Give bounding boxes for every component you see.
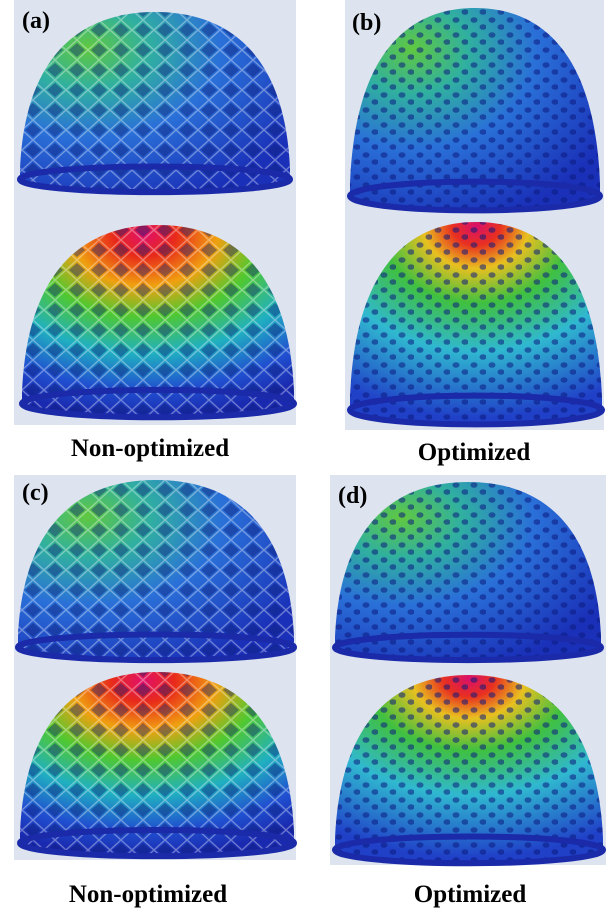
figure: (a) (b) (c) (d) Non-optimized Optimized …	[0, 0, 614, 908]
panel-label: (b)	[352, 10, 381, 36]
panel-label: (c)	[22, 480, 49, 506]
page: (a) (b) (c) (d) Non-optimized Optimized …	[0, 0, 614, 908]
panel-caption: Non-optimized	[69, 881, 227, 908]
panel-caption: Optimized	[418, 439, 531, 466]
panel-caption: Optimized	[414, 881, 527, 908]
panel-label: (d)	[338, 483, 367, 509]
panel-label: (a)	[22, 8, 50, 34]
panel-caption: Non-optimized	[71, 435, 229, 462]
